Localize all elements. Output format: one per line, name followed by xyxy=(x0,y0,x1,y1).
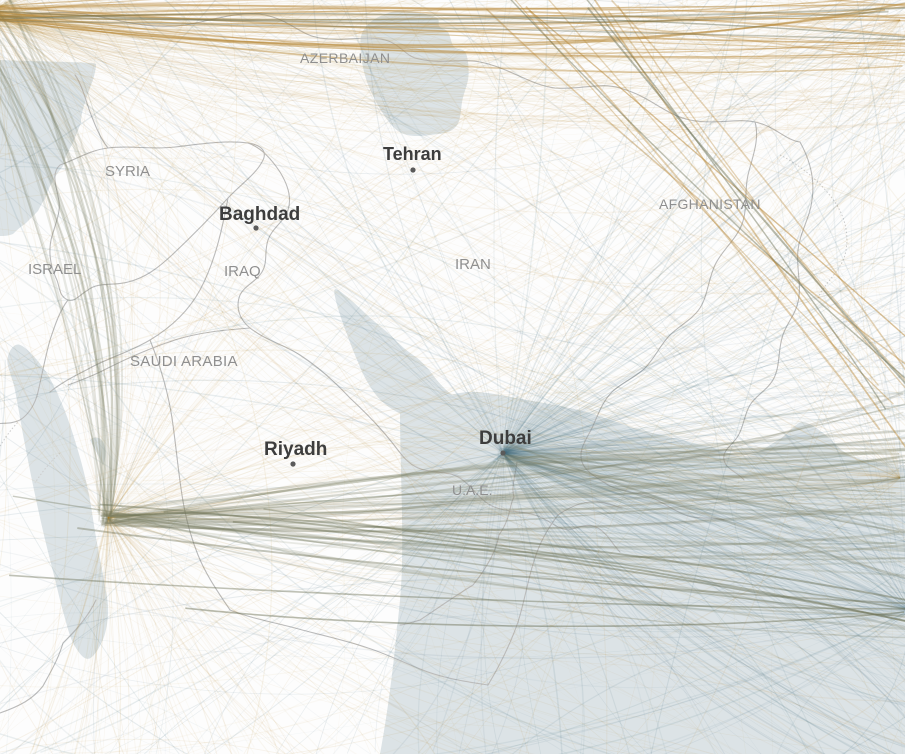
svg-text:SAUDI ARABIA: SAUDI ARABIA xyxy=(130,353,238,370)
svg-text:SYRIA: SYRIA xyxy=(105,163,150,180)
svg-text:Dubai: Dubai xyxy=(479,428,532,449)
svg-text:IRAN: IRAN xyxy=(455,256,491,273)
svg-text:Tehran: Tehran xyxy=(383,144,442,164)
svg-text:AZERBAIJAN: AZERBAIJAN xyxy=(300,50,390,66)
svg-text:AFGHANISTAN: AFGHANISTAN xyxy=(659,196,761,212)
svg-text:ISRAEL: ISRAEL xyxy=(28,261,81,278)
svg-text:U.A.E.: U.A.E. xyxy=(452,482,492,498)
svg-text:IRAQ: IRAQ xyxy=(224,263,261,280)
svg-text:Riyadh: Riyadh xyxy=(264,439,327,460)
svg-text:Baghdad: Baghdad xyxy=(219,204,300,225)
